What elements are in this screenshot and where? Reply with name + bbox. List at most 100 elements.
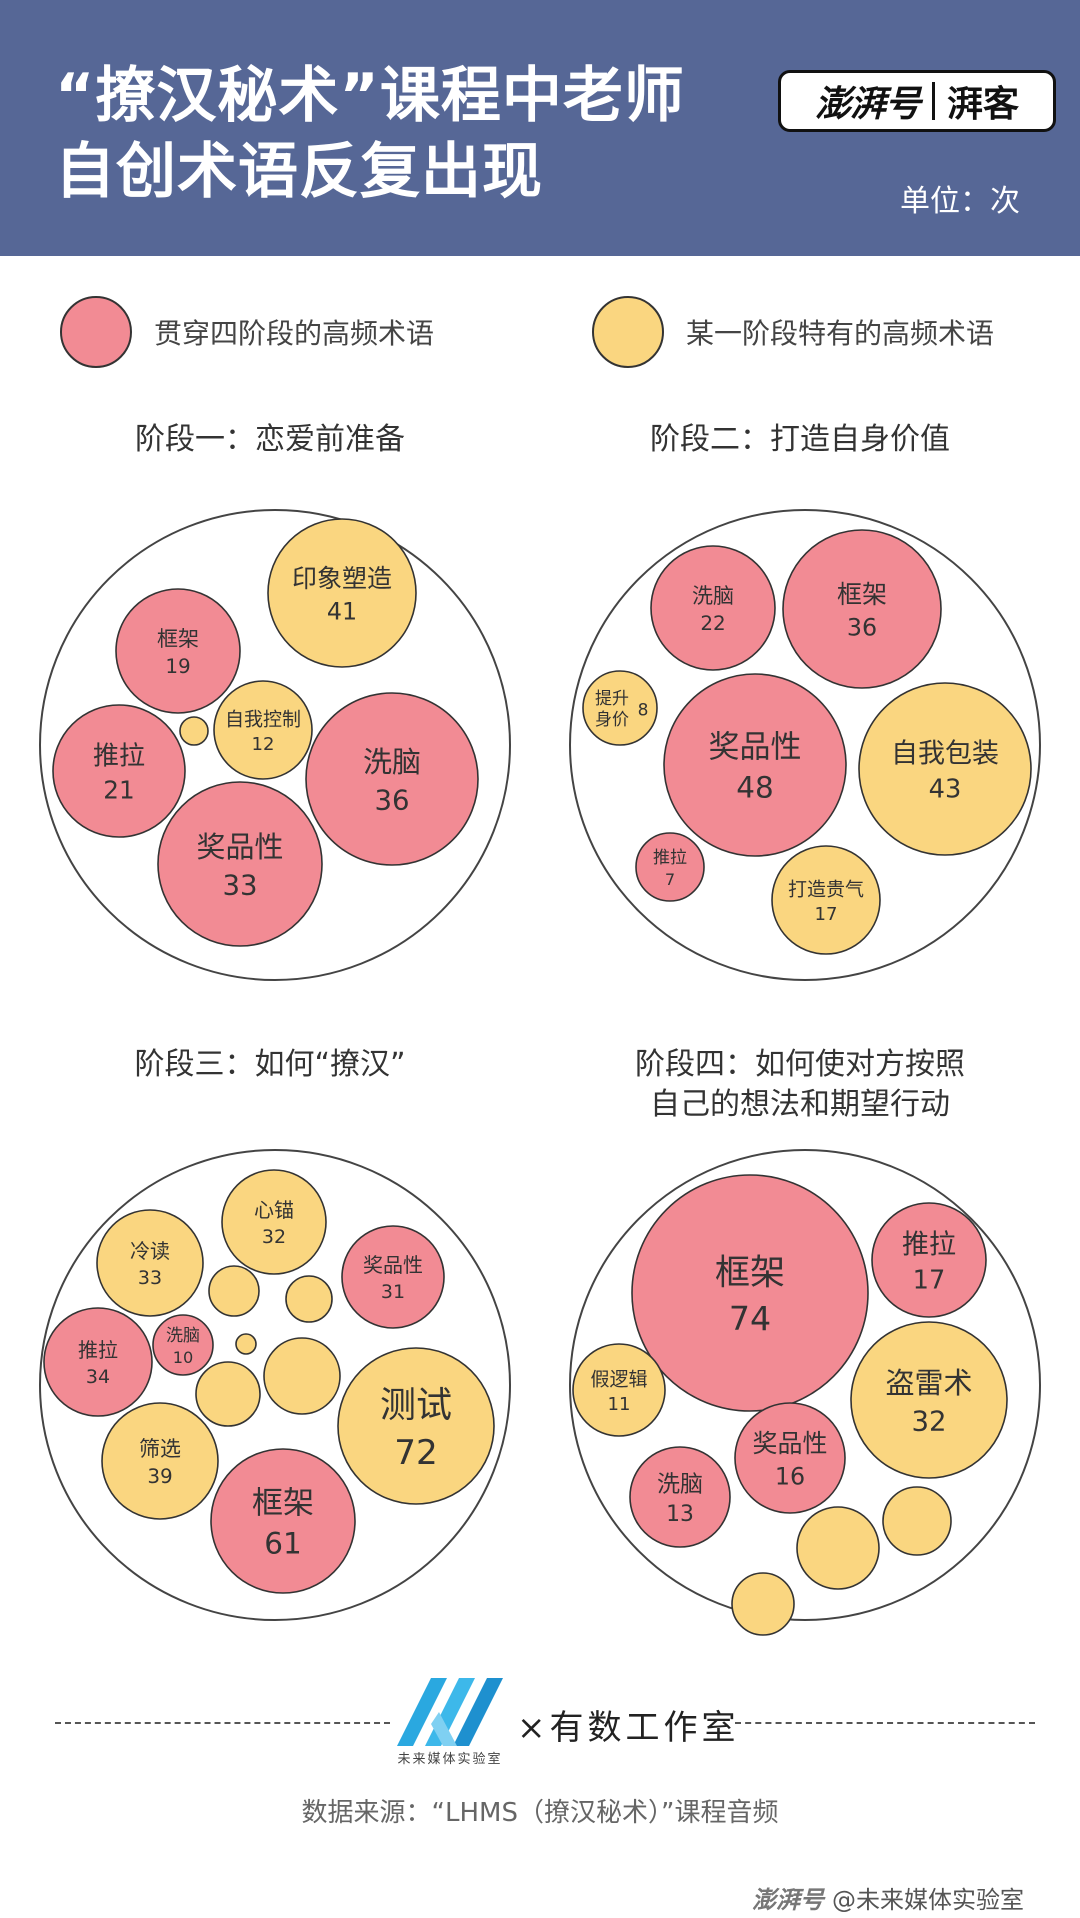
bubble-value-label: 16 [775, 1462, 805, 1490]
bubble-value-label: 17 [815, 904, 838, 925]
bubble-term-label: 推拉 [93, 742, 145, 772]
bubble-term-label: 测试 [380, 1385, 452, 1426]
bubble-value-label: 33 [222, 869, 257, 901]
bubble-term-label: 洗脑 [692, 584, 734, 608]
bubble-term [631, 1174, 869, 1412]
stage-2-title: 阶段二：打造自身价值 [650, 422, 950, 457]
bubble-term-label: 奖品性 [363, 1253, 423, 1277]
bubble-value-label: 48 [736, 771, 773, 805]
bubble-unlabeled [731, 1572, 795, 1636]
bubble-term-label: 推拉 [78, 1338, 118, 1362]
bubble-value-label: 34 [86, 1366, 110, 1388]
bubble-term [221, 1169, 327, 1275]
bubble-term [341, 1225, 445, 1329]
brand-separator [932, 82, 935, 120]
watermark-text: @未来媒体实验室 [832, 1886, 1024, 1914]
bubble-term [582, 670, 658, 746]
bubble-term [115, 588, 241, 714]
bubble-term-label: 心锚 [254, 1198, 294, 1222]
brand-name: 湃客 [947, 83, 1020, 125]
bubble-unlabeled [208, 1265, 260, 1317]
bubble-term-label: 印象塑造 [292, 564, 392, 593]
bubble-value-label: 43 [929, 774, 962, 804]
bubble-term [213, 680, 313, 780]
bubble-unlabeled [796, 1506, 880, 1590]
bubble-unlabeled [235, 1333, 257, 1355]
bubble-term [52, 704, 186, 838]
bubble-term-label: 框架 [157, 627, 199, 651]
bubble-value-label: 17 [913, 1265, 946, 1295]
bubble-term-label: 框架 [715, 1253, 785, 1293]
title-line-1: “撩汉秘术”课程中老师 [55, 61, 685, 131]
stage-4-title: 阶段四：如何使对方按照 自己的想法和期望行动 [635, 1047, 965, 1122]
bubble-term [635, 832, 705, 902]
watermark-brand: 澎湃号 [752, 1886, 824, 1914]
bubble-unlabeled [179, 716, 209, 746]
stage-1-bubbles: 印象塑造 41 框架 19 自我控制 12 推拉 21 洗脑 36 奖品性 33 [39, 509, 511, 981]
bubble-value-label: 36 [847, 613, 877, 641]
legend-item-all-stages: 贯穿四阶段的高频术语 [60, 296, 434, 368]
bubble-value-label: 33 [138, 1267, 162, 1289]
bubble-term [96, 1209, 204, 1317]
bubble-value-label: 61 [264, 1527, 301, 1561]
bubble-unlabeled [263, 1337, 341, 1415]
bubble-value-label: 32 [911, 1405, 946, 1437]
bubble-term-label: 提升 [595, 689, 629, 709]
logo-caption: 未来媒体实验室 [397, 1752, 503, 1767]
legend-item-single-stage: 某一阶段特有的高频术语 [592, 296, 994, 368]
bubble-term-label: 框架 [837, 580, 887, 609]
bubble-term-label: 推拉 [902, 1229, 956, 1260]
bubble-term-label: 奖品性 [709, 729, 802, 765]
brand-logo-text: 澎湃号 [814, 84, 921, 125]
bubble-value-label: 12 [252, 734, 275, 755]
bubble-unlabeled [195, 1361, 261, 1427]
legend-swatch-yellow [592, 296, 664, 368]
stage-4-bubbles: 框架 74 推拉 17 假逻辑 11 盗雷术 32 奖品性 16 洗脑 13 [569, 1149, 1041, 1636]
page-title: “撩汉秘术”课程中老师 自创术语反复出现 [55, 58, 685, 210]
bubble-unlabeled [285, 1275, 333, 1323]
bubble-term [858, 682, 1032, 856]
bubble-value-label: 36 [374, 784, 409, 816]
bubble-term [101, 1402, 219, 1520]
bubble-term [871, 1202, 987, 1318]
bubble-term [771, 845, 881, 955]
footer-divider-left [55, 1722, 390, 1724]
bubble-term-label: 冷读 [130, 1239, 170, 1263]
bubble-value-label: 19 [165, 654, 190, 678]
bubble-term-label: 洗脑 [657, 1471, 703, 1497]
legend-label: 某一阶段特有的高频术语 [686, 317, 995, 350]
m-logo-icon [397, 1678, 503, 1746]
data-source: 数据来源：“LHMS（撩汉秘术）”课程音频 [301, 1798, 779, 1828]
bubble-term-label: 假逻辑 [590, 1368, 647, 1390]
bubble-term-label: 盗雷术 [885, 1366, 972, 1400]
title-line-2: 自创术语反复出现 [55, 137, 543, 207]
bubble-term [305, 692, 479, 866]
bubble-term-label: 自我控制 [225, 708, 301, 730]
bubble-term [43, 1307, 153, 1417]
bubble-term-label: 奖品性 [196, 830, 283, 864]
unit-label: 单位：次 [900, 184, 1020, 219]
bubble-term-label: 推拉 [653, 848, 687, 868]
stage-3-bubbles: 心锚 32 冷读 33 奖品性 31 推拉 34 洗脑 10 测试 72 筛选 39 框架 61 [39, 1149, 511, 1621]
bubble-value-label: 39 [147, 1464, 172, 1488]
watermark: 澎湃号 @未来媒体实验室 [752, 1880, 1024, 1915]
bubble-term [337, 1347, 495, 1505]
bubble-term [210, 1448, 356, 1594]
bubble-term-label: 洗脑 [363, 745, 421, 779]
stage-3-title: 阶段三：如何“撩汉” [134, 1047, 406, 1082]
future-media-lab-logo [395, 1672, 507, 1762]
bubble-value-label: 32 [262, 1226, 286, 1248]
bubble-term [629, 1446, 731, 1548]
bubble-term-label: 框架 [252, 1485, 314, 1521]
legend-label: 贯穿四阶段的高频术语 [154, 317, 435, 350]
bubble-term [650, 545, 776, 671]
legend-swatch-pink [60, 296, 132, 368]
footer-divider-right [735, 1722, 1035, 1724]
bubble-term [850, 1321, 1008, 1479]
bubble-term [782, 529, 942, 689]
bubble-term [572, 1343, 666, 1437]
bubble-value-label: 7 [665, 870, 675, 889]
bubble-value-label: 21 [103, 775, 134, 804]
